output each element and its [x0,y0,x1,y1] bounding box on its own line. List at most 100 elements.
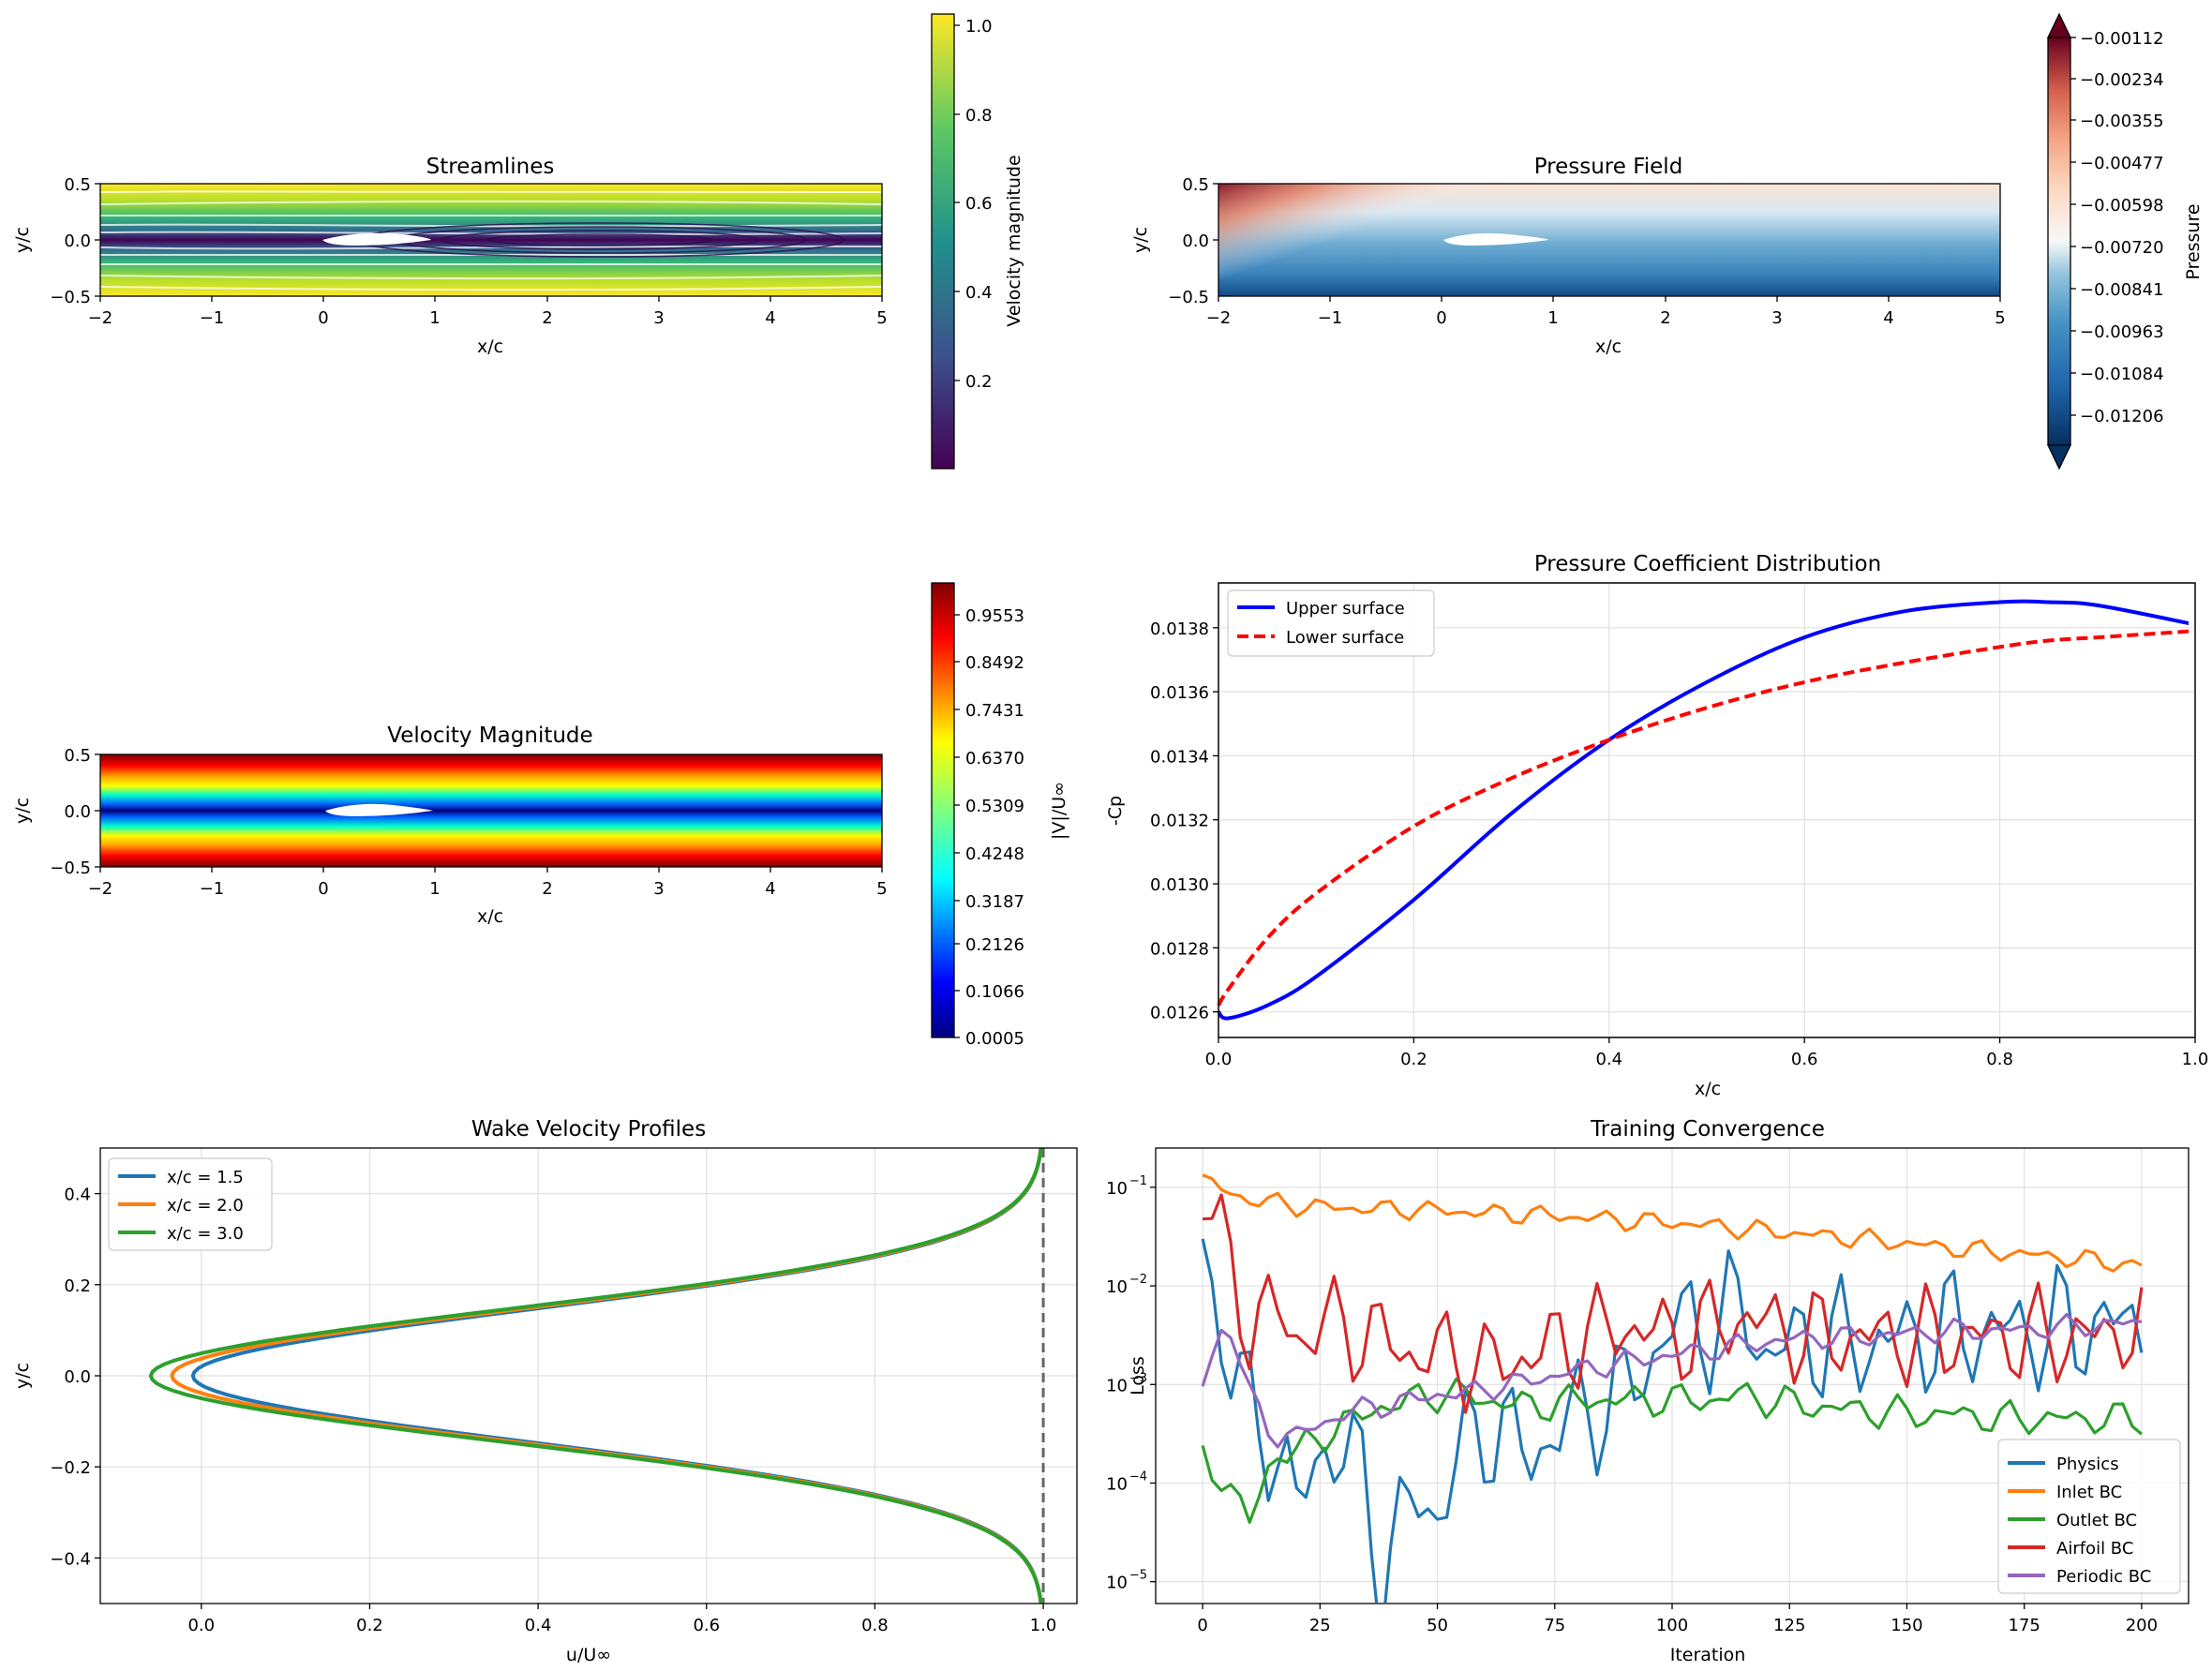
velocity-yticks: 0.5 0.0 −0.5 [50,746,100,878]
velocity-xtick: −1 [200,867,224,899]
convergence-ylabel: Loss [1128,1356,1148,1395]
pressure-xtick: 2 [1660,296,1671,328]
svg-text:0.8492: 0.8492 [965,653,1024,673]
svg-text:−0.00355: −0.00355 [2080,112,2164,131]
svg-text:0.5309: 0.5309 [965,797,1024,816]
pressure-cbar-tick: −0.00234 [2070,70,2164,90]
streamlines-cbar-tick: 0.2 [954,372,993,392]
streamlines-xtick: 1 [429,296,441,328]
wake-xlabel: u/U∞ [566,1645,611,1665]
svg-text:−0.5: −0.5 [50,288,91,307]
streamlines-xtick: 0 [318,296,329,328]
svg-text:5: 5 [876,879,887,899]
pressure-cbar-tick: −0.00963 [2070,322,2164,342]
svg-text:10: 10 [1106,1179,1128,1199]
svg-text:−0.00963: −0.00963 [2080,322,2164,342]
svg-text:0.0: 0.0 [187,1616,215,1635]
streamlines-cbar-label: Velocity magnitude [1004,155,1024,326]
pressure-xtick: 0 [1436,296,1447,328]
conv-ytick: 10 −1 [1106,1174,1156,1199]
svg-text:0: 0 [318,879,328,899]
conv-ytick: 10 −2 [1106,1273,1156,1297]
cp-ytick: 0.0134 [1150,747,1218,767]
wake-xtick: 1.0 [1030,1604,1057,1635]
svg-text:0.4: 0.4 [525,1616,552,1635]
velocity-cbar-tick: 0.8492 [954,653,1024,673]
svg-text:2: 2 [542,879,552,899]
conv-legend-inlet: Inlet BC [2056,1483,2122,1502]
conv-ytick: 10 −5 [1106,1569,1156,1593]
svg-text:10: 10 [1106,1277,1128,1297]
velocity-airfoil-shape [325,803,433,816]
svg-text:0.2: 0.2 [356,1616,383,1635]
velocity-cbar-tick: 0.7431 [954,701,1024,721]
svg-text:−2: −2 [1206,308,1232,328]
wake-xtick: 0.0 [187,1604,215,1635]
pressure-cbar-tick: −0.00598 [2070,196,2164,216]
svg-text:−0.00720: −0.00720 [2080,238,2164,258]
svg-text:0.5: 0.5 [64,175,91,195]
conv-periodic-bc-line [1201,1313,2143,1449]
velocity-xlabel: x/c [477,906,503,927]
svg-text:0.1066: 0.1066 [965,982,1024,1002]
wake-ytick: 0.0 [64,1367,100,1387]
wake-ytick: 0.4 [64,1186,100,1205]
velocity-cbar-ticks: 0.9553 0.8492 0.7431 0.6370 0.5309 0.424… [954,606,1024,1049]
wake-xtick: 0.6 [693,1604,720,1635]
cp-ytick: 0.0136 [1150,683,1218,703]
conv-xtick: 75 [1544,1604,1565,1635]
svg-text:−3: −3 [1129,1371,1147,1385]
svg-text:0.2: 0.2 [64,1276,91,1296]
conv-legend-outlet: Outlet BC [2056,1511,2137,1530]
svg-text:3: 3 [1771,308,1782,328]
cp-legend-box [1227,589,1435,657]
pressure-colorbar [2047,37,2071,446]
svg-text:−2: −2 [1129,1273,1147,1287]
cp-title: Pressure Coefficient Distribution [1534,552,1881,576]
svg-text:0.5: 0.5 [1182,175,1209,195]
svg-text:−2: −2 [88,879,113,899]
conv-ytick: 10 −4 [1106,1470,1156,1494]
streamlines-xtick: −1 [200,296,224,328]
svg-text:1.0: 1.0 [2182,1050,2209,1069]
streamlines-xtick: 5 [876,296,888,328]
streamlines-ytick: 0.5 [64,175,100,195]
wake-xtick: 0.2 [356,1604,383,1635]
pressure-cbar-tick: −0.00355 [2070,112,2164,131]
velocity-cbar-tick: 0.2126 [954,935,1024,955]
streamlines-xlabel: x/c [477,336,503,357]
pressure-xtick: 5 [1995,296,2006,328]
svg-text:0.8: 0.8 [965,106,993,126]
svg-text:25: 25 [1309,1616,1331,1635]
wake-profile-3-0-line [148,1148,1043,1604]
velocity-xtick: 3 [653,867,665,899]
cp-ytick: 0.0138 [1150,619,1218,639]
streamlines-xtick: 2 [542,296,553,328]
svg-text:0.4: 0.4 [64,1186,91,1205]
cp-xtick: 0.6 [1791,1037,1818,1069]
svg-text:0.0005: 0.0005 [965,1029,1024,1049]
svg-text:−0.5: −0.5 [50,858,91,878]
conv-inlet-bc-line [1202,1173,2143,1273]
svg-text:1.0: 1.0 [1030,1616,1057,1635]
svg-text:3: 3 [653,879,664,899]
convergence-xticks: 0 25 50 75 100 125 150 175 200 [1197,1604,2158,1635]
svg-text:150: 150 [1891,1616,1922,1635]
velocity-title: Velocity Magnitude [387,724,592,748]
svg-text:10: 10 [1106,1474,1128,1494]
cp-legend: Upper surface Lower surface [1227,589,1435,657]
svg-text:0.0: 0.0 [64,1367,91,1387]
pressure-title: Pressure Field [1534,155,1683,179]
wake-xtick: 0.4 [525,1604,552,1635]
svg-text:2: 2 [1660,308,1670,328]
cp-yticks: 0.0126 0.0128 0.0130 0.0132 0.0134 0.0136 0.01… [1150,619,1218,1023]
streamline-recirculation [355,222,844,258]
svg-text:−0.00841: −0.00841 [2080,280,2164,300]
pressure-xtick: 1 [1547,296,1559,328]
conv-ytick: 10 −3 [1106,1371,1156,1395]
wake-legend-2: x/c = 2.0 [167,1196,244,1216]
velocity-xticks: −2 −1 0 1 2 3 4 5 [88,867,888,899]
wake-series [148,1148,1045,1604]
velocity-xtick: −2 [88,867,113,899]
